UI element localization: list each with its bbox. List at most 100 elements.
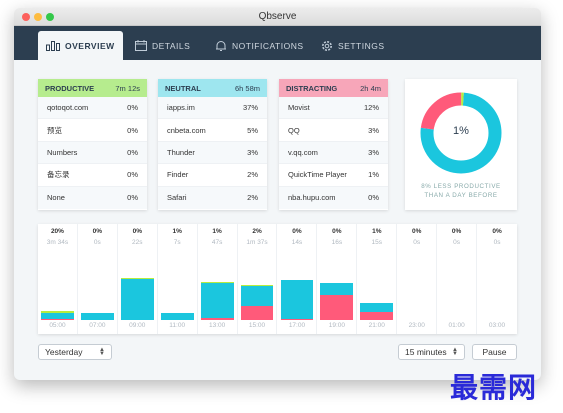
list-item[interactable]: qotoqot.com 0% (38, 97, 147, 120)
slot-productive-percent: 20% (50, 228, 64, 235)
productivity-percent: 1% (453, 125, 469, 137)
bar-segment-neutral (120, 278, 154, 320)
slot-duration: 3m 34s (46, 239, 69, 246)
list-item[interactable]: 备忘录 0% (38, 164, 147, 187)
slot-time-label: 05:00 (49, 322, 66, 329)
app-name: 预览 (47, 125, 62, 135)
list-item[interactable]: 预览 0% (38, 119, 147, 142)
minimize-window-button[interactable] (34, 13, 42, 21)
slot-productive-percent: 0% (492, 228, 502, 235)
bar-segment-neutral (200, 282, 234, 318)
timeline-slot[interactable]: 1% 7s 11:00 (158, 224, 198, 334)
list-item[interactable]: Finder 2% (158, 164, 267, 187)
app-name: 备忘录 (47, 170, 70, 180)
slot-time-label: 01:00 (448, 322, 465, 329)
distracting-header: DISTRACTING 2h 4m (279, 79, 388, 97)
list-item[interactable]: cnbeta.com 5% (158, 119, 267, 142)
close-window-button[interactable] (22, 13, 30, 21)
productivity-donut (420, 92, 502, 174)
slot-productive-percent: 0% (412, 228, 422, 235)
bar-segment-neutral (280, 280, 314, 319)
slot-time-label: 03:00 (488, 322, 506, 329)
bar-chart-icon (46, 40, 60, 51)
bar-segment-distracting (41, 318, 74, 320)
bar-segment-productive (120, 277, 154, 279)
list-item[interactable]: None 0% (38, 186, 147, 209)
list-item[interactable]: Numbers 0% (38, 141, 147, 165)
list-item[interactable]: nba.hupu.com 0% (279, 186, 388, 209)
slot-time-label: 13:00 (208, 322, 226, 329)
bar-segment-distracting (240, 306, 274, 320)
timeline-slot[interactable]: 2% 1m 37s 15:00 (238, 224, 278, 334)
app-name: QuickTime Player (288, 170, 347, 180)
gear-icon (322, 40, 332, 51)
category-name: DISTRACTING (286, 83, 338, 93)
select-arrows-icon: ▲ ▼ (99, 347, 105, 357)
list-item[interactable]: QuickTime Player 1% (279, 164, 388, 187)
slot-time-label: 17:00 (288, 322, 306, 329)
tab-overview[interactable]: OVERVIEW (38, 31, 123, 60)
list-item[interactable]: Movist 12% (279, 97, 388, 120)
app-name: QQ (288, 125, 300, 135)
app-percent: 0% (127, 170, 138, 180)
timeline-slot[interactable]: 0% 0s 03:00 (477, 224, 517, 334)
category-time: 7m 12s (115, 83, 140, 93)
slot-time-label: 21:00 (368, 322, 385, 329)
neutral-header: NEUTRAL 6h 58m (158, 79, 267, 97)
productivity-summary-card: 1% 8% LESS PRODUCTIVE THAN A DAY BEFORE (405, 79, 517, 210)
slot-duration: 0s (453, 239, 461, 246)
slot-productive-percent: 1% (212, 228, 222, 235)
timeline-slot[interactable]: 1% 15s 21:00 (357, 224, 398, 334)
tab-settings[interactable]: SETTINGS (313, 31, 393, 60)
timeline-slot[interactable]: 0% 14s 17:00 (278, 224, 318, 334)
app-name: Numbers (47, 147, 78, 157)
timeline-slot[interactable]: 0% 0s 23:00 (397, 224, 438, 334)
pause-button[interactable]: Pause (472, 344, 517, 360)
productivity-comparison: 8% LESS PRODUCTIVE THAN A DAY BEFORE (405, 182, 517, 200)
day-select[interactable]: Yesterday ▲ ▼ (38, 344, 112, 360)
bar-segment-distracting (280, 318, 314, 320)
list-item[interactable]: Safari 2% (158, 186, 267, 209)
distracting-card: DISTRACTING 2h 4m Movist 12% QQ 3% v.qq.co… (279, 79, 388, 210)
app-name: Thunder (167, 147, 195, 157)
timeline-slot[interactable]: 20% 3m 34s 05:00 (38, 224, 78, 334)
timeline-slot[interactable]: 0% 0s 07:00 (78, 224, 118, 334)
bar-segment-productive (240, 284, 274, 286)
bar-segment-neutral (41, 312, 74, 319)
app-name: Finder (167, 170, 189, 180)
list-item[interactable]: Thunder 3% (158, 141, 267, 165)
interval-select[interactable]: 15 minutes ▲ ▼ (398, 344, 465, 360)
interval-select-value: 15 minutes (405, 347, 447, 357)
app-name: None (47, 193, 65, 203)
timeline-slot[interactable]: 0% 16s 19:00 (317, 224, 358, 334)
tab-details[interactable]: DETAILS (127, 31, 198, 60)
list-item[interactable]: iapps.im 37% (158, 97, 267, 120)
app-percent: 0% (127, 193, 138, 203)
list-item[interactable]: v.qq.com 3% (279, 141, 388, 165)
timeline-slot[interactable]: 0% 22s 09:00 (118, 224, 158, 334)
timeline-slot[interactable]: 0% 0s 01:00 (437, 224, 478, 334)
slot-productive-percent: 0% (132, 228, 142, 235)
slot-time-label: 23:00 (408, 322, 425, 329)
slot-duration: 22s (132, 239, 143, 246)
timeline-slot[interactable]: 1% 47s 13:00 (198, 224, 238, 334)
activity-timeline: 20% 3m 34s 05:00 0% 0s 07:00 0% 22s 09:00 1% 7s 11:… (38, 224, 517, 334)
app-percent: 37% (242, 103, 258, 113)
donut-segment-distracting (420, 92, 502, 174)
tab-details-label: DETAILS (152, 40, 191, 51)
category-name: NEUTRAL (165, 83, 201, 93)
donut-segment-neutral (420, 92, 502, 174)
slot-productive-percent: 0% (332, 228, 342, 235)
app-percent: 2% (247, 193, 258, 203)
app-name: cnbeta.com (167, 125, 206, 135)
tab-notifications[interactable]: NOTIFICATIONS (207, 31, 312, 60)
bar-segment-neutral (320, 282, 354, 295)
slot-time-label: 19:00 (328, 322, 345, 329)
calendar-icon (135, 40, 147, 51)
list-item[interactable]: QQ 3% (279, 119, 388, 142)
bar-segment-neutral (240, 285, 274, 307)
zoom-window-button[interactable] (46, 13, 54, 21)
slot-duration: 0s (93, 239, 101, 246)
slot-productive-percent: 0% (451, 228, 462, 235)
app-percent: 0% (127, 103, 138, 113)
